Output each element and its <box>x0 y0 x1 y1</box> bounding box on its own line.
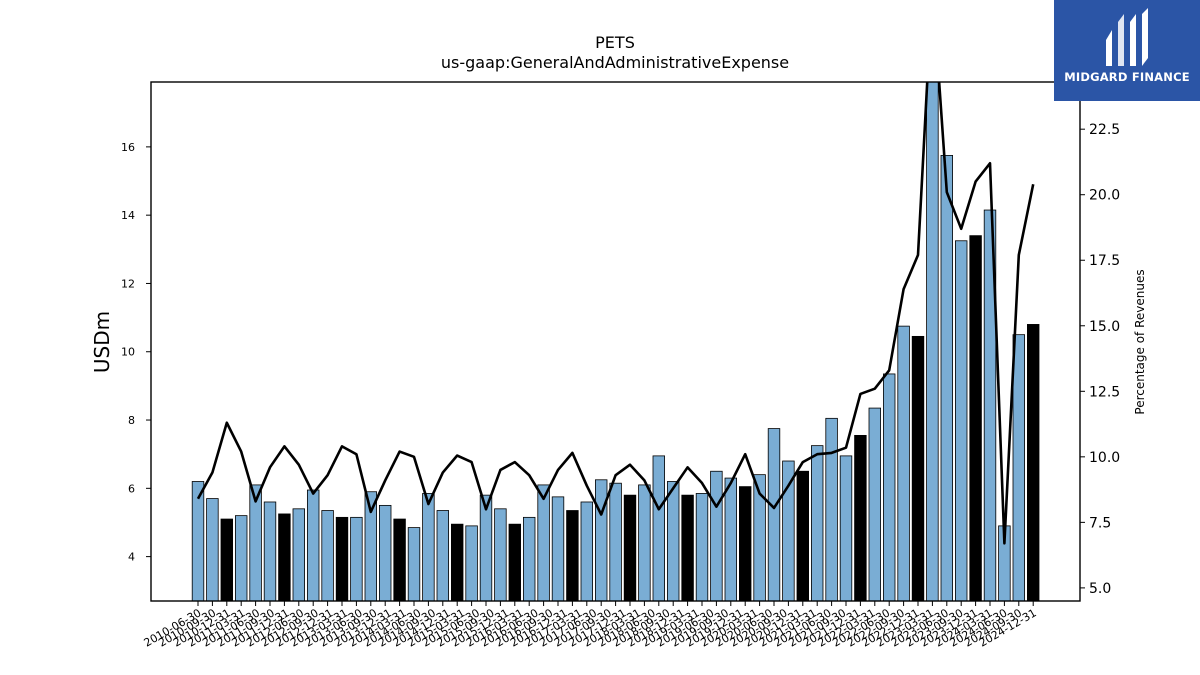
y2-tick-label: 7.5 <box>1089 515 1111 531</box>
bar-2014-09-30 <box>436 510 450 601</box>
bar-2023-03-31 <box>926 82 939 601</box>
bar-2014-06-30 <box>422 493 435 601</box>
y2-tick-label: 12.5 <box>1089 384 1120 400</box>
y2-tick-label: 17.5 <box>1089 253 1120 269</box>
bar-2013-12-31 <box>393 518 406 601</box>
bar-2016-03-31 <box>523 516 536 601</box>
x-axis: 2010-06-302010-09-302010-12-312011-03-31… <box>142 601 1039 650</box>
bar-2017-09-30 <box>609 482 622 601</box>
y-axis-label: USDm <box>90 311 114 373</box>
bar-2011-06-30 <box>249 484 262 601</box>
bar-2019-03-31 <box>695 493 709 601</box>
y-axis-left: 4 6 8 10 12 14 16 <box>121 141 151 564</box>
bar-2012-12-31 <box>335 516 349 601</box>
chart-title: PETS <box>595 33 635 52</box>
logo-text: MIDGARD FINANCE <box>1064 70 1190 84</box>
bar-2019-06-30 <box>710 470 723 601</box>
bar-2019-12-31 <box>739 486 752 601</box>
bar-2015-03-31 <box>465 525 478 601</box>
bar-2017-03-31 <box>580 501 594 601</box>
bar-2016-06-30 <box>537 484 550 601</box>
bar-2023-09-30 <box>955 240 968 601</box>
y2-tick-label: 10.0 <box>1089 450 1120 466</box>
bar-2024-09-30 <box>1012 334 1026 601</box>
bar-2010-09-30 <box>206 498 219 601</box>
bar-2014-12-31 <box>450 523 464 601</box>
y-tick-label: 16 <box>121 141 135 154</box>
bar-2018-09-30 <box>667 481 680 601</box>
y2-tick-label: 22.5 <box>1089 122 1120 138</box>
bar-2013-03-31 <box>350 516 363 601</box>
bar-2022-12-31 <box>911 335 925 601</box>
bar-2024-12-31 <box>1027 324 1040 601</box>
logo-mark-icon <box>1106 8 1148 66</box>
bar-2022-06-30 <box>883 373 896 601</box>
bar-2017-12-31 <box>623 494 637 601</box>
bar-2019-09-30 <box>724 477 738 601</box>
bar-2010-06-30 <box>191 481 205 601</box>
bar-2018-12-31 <box>681 494 694 601</box>
bar-2014-03-31 <box>407 527 421 601</box>
bar-2017-06-30 <box>595 479 608 601</box>
y2-tick-label: 5.0 <box>1089 581 1111 597</box>
y-tick-label: 10 <box>121 346 135 359</box>
bar-2015-09-30 <box>494 508 507 601</box>
bars-group <box>191 82 1040 601</box>
bar-2015-12-31 <box>508 523 522 601</box>
y-tick-label: 12 <box>121 277 135 290</box>
y2-tick-label: 20.0 <box>1089 188 1120 204</box>
bar-2011-09-30 <box>263 501 277 601</box>
bar-2020-03-31 <box>753 474 766 601</box>
bar-2021-06-30 <box>825 417 838 601</box>
bar-2021-09-30 <box>839 455 853 601</box>
bar-2021-12-31 <box>854 434 867 601</box>
y-tick-label: 14 <box>121 209 135 222</box>
bar-2020-09-30 <box>782 460 795 601</box>
y2-axis-label: Percentage of Revenues <box>1133 269 1147 414</box>
bar-2016-12-31 <box>566 510 579 601</box>
bar-2012-09-30 <box>321 510 334 601</box>
bar-2023-06-30 <box>940 155 954 601</box>
bar-2011-12-31 <box>278 513 291 601</box>
y-tick-label: 6 <box>128 482 135 495</box>
bar-2021-03-31 <box>811 445 824 601</box>
line-series <box>196 82 1035 545</box>
chart-subtitle: us-gaap:GeneralAndAdministrativeExpense <box>441 53 789 72</box>
brand-logo: MIDGARD FINANCE <box>1054 0 1200 101</box>
line-group <box>196 82 1035 545</box>
bar-2016-09-30 <box>551 496 565 601</box>
bar-2022-03-31 <box>868 407 882 601</box>
y2-tick-label: 15.0 <box>1089 319 1120 335</box>
bar-2018-03-31 <box>638 484 651 601</box>
bar-2023-12-31 <box>969 235 982 601</box>
bar-2012-06-30 <box>306 489 320 601</box>
bar-2020-12-31 <box>796 470 810 601</box>
bar-2011-03-31 <box>234 515 248 601</box>
y-axis-right: 5.0 7.5 10.0 12.5 15.0 17.5 20.0 22.5 <box>1080 122 1120 597</box>
bar-2020-06-30 <box>767 428 781 601</box>
bar-2015-06-30 <box>479 494 493 601</box>
y-tick-label: 8 <box>128 414 135 427</box>
y-tick-label: 4 <box>128 551 135 564</box>
bar-2012-03-31 <box>292 508 306 601</box>
bar-2010-12-31 <box>220 518 234 601</box>
bar-2013-09-30 <box>378 504 392 601</box>
bar-2022-09-30 <box>897 325 910 601</box>
bar-2018-06-30 <box>652 455 666 601</box>
